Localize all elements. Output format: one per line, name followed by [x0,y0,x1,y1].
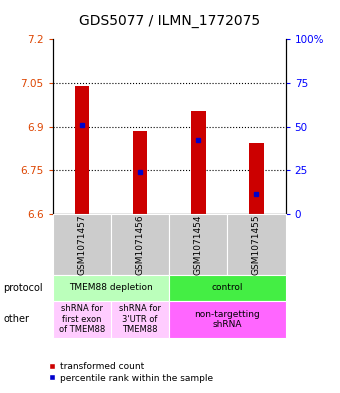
Bar [249,143,264,214]
Text: other: other [3,314,29,324]
Text: GSM1071454: GSM1071454 [194,215,203,275]
Bar [133,131,147,214]
Text: non-targetting
shRNA: non-targetting shRNA [194,310,260,329]
Text: GSM1071456: GSM1071456 [136,214,144,275]
Text: protocol: protocol [3,283,43,293]
Text: GDS5077 / ILMN_1772075: GDS5077 / ILMN_1772075 [80,14,260,28]
Text: TMEM88 depletion: TMEM88 depletion [69,283,153,292]
Text: GSM1071455: GSM1071455 [252,214,261,275]
Bar [74,86,89,214]
Bar [191,111,206,214]
Text: GSM1071457: GSM1071457 [77,214,86,275]
Text: control: control [211,283,243,292]
Text: shRNA for
3'UTR of
TMEM88: shRNA for 3'UTR of TMEM88 [119,305,161,334]
Legend: transformed count, percentile rank within the sample: transformed count, percentile rank withi… [49,362,213,383]
Text: shRNA for
first exon
of TMEM88: shRNA for first exon of TMEM88 [59,305,105,334]
